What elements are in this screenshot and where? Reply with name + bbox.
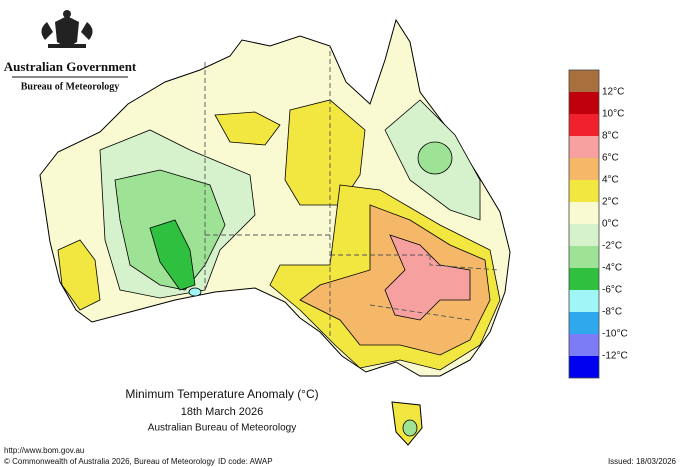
legend-swatch	[569, 312, 599, 334]
legend-swatch	[569, 202, 599, 224]
pink-southeast	[384, 234, 471, 321]
legend-label: -2°C	[602, 241, 622, 252]
footer-id-code: ID code: AWAP	[218, 457, 273, 466]
header-subtitle: Bureau of Meteorology	[21, 81, 120, 92]
footer-copyright: © Commonwealth of Australia 2026, Bureau…	[4, 457, 215, 466]
legend-swatch	[569, 224, 599, 246]
header-title: Australian Government	[4, 59, 137, 74]
footer-url: http://www.bom.gov.au	[4, 446, 84, 455]
legend-swatch	[569, 334, 599, 356]
australia-map	[39, 18, 511, 446]
legend-swatch	[569, 70, 599, 92]
legend-swatch	[569, 356, 599, 378]
map-date: 18th March 2026	[181, 406, 264, 418]
legend-label: 2°C	[602, 197, 619, 208]
yellow-west	[57, 239, 101, 311]
legend-label: -10°C	[602, 329, 628, 340]
legend-label: 4°C	[602, 175, 619, 186]
green-west-deep	[149, 219, 196, 291]
map-source: Australian Bureau of Meteorology	[148, 423, 296, 434]
legend-label: -8°C	[602, 307, 622, 318]
legend-label: 0°C	[602, 219, 619, 230]
legend-swatch	[569, 114, 599, 136]
legend-label: -4°C	[602, 263, 622, 274]
legend-frame	[568, 69, 600, 379]
legend-swatch	[569, 268, 599, 290]
legend-swatch	[569, 290, 599, 312]
legend-swatch	[569, 180, 599, 202]
legend-label: -12°C	[602, 351, 628, 362]
legend-label: 8°C	[602, 131, 619, 142]
state-borders	[204, 46, 501, 340]
cyan-spot	[188, 287, 202, 297]
green-east-mid	[417, 141, 453, 175]
legend-label: 12°C	[602, 87, 624, 98]
legend-label: 10°C	[602, 109, 624, 120]
coat-of-arms	[41, 10, 93, 48]
legend-swatch	[569, 136, 599, 158]
legend-swatch	[569, 246, 599, 268]
legend-swatch	[569, 158, 599, 180]
map-title: Minimum Temperature Anomaly (°C)	[125, 387, 318, 401]
footer-issued: Issued: 18/03/2026	[608, 457, 677, 466]
tasmania-green	[402, 419, 418, 437]
legend-swatch	[569, 92, 599, 114]
legend-label: 6°C	[602, 153, 619, 164]
yellow-north	[214, 99, 366, 206]
legend: 12°C 10°C 8°C 6°C 4°C 2°C 0°C -2°C -4°C -6°C -8°C -…	[568, 69, 628, 379]
legend-label: -6°C	[602, 285, 622, 296]
